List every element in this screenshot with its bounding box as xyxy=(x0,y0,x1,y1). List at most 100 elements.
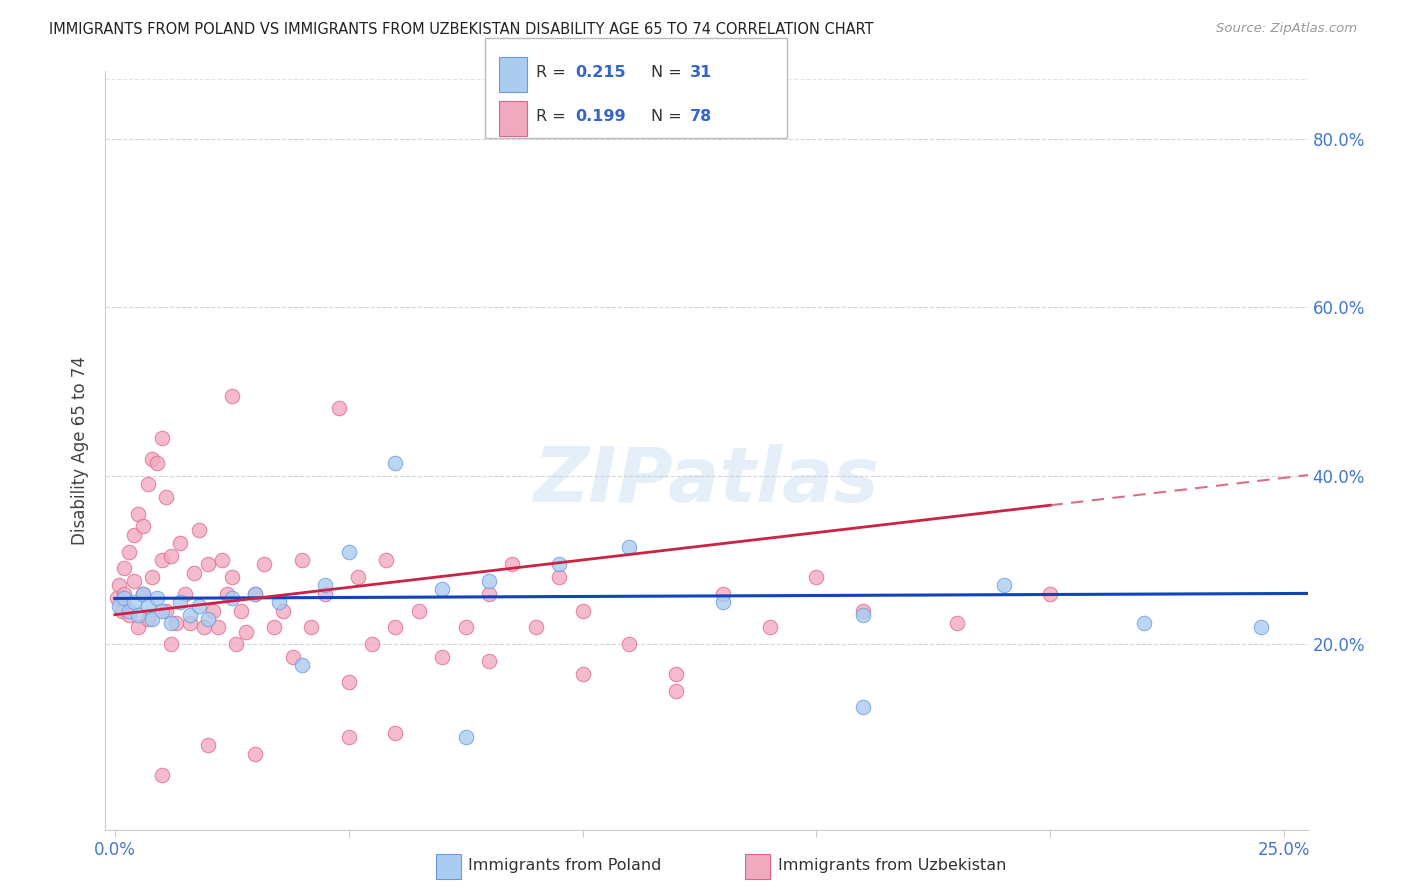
Point xyxy=(1039,587,1062,601)
Point xyxy=(169,536,191,550)
Point xyxy=(150,553,173,567)
Point xyxy=(281,649,304,664)
Point xyxy=(291,658,314,673)
Point xyxy=(478,587,501,601)
Point xyxy=(361,637,384,651)
Text: 78: 78 xyxy=(690,109,713,124)
Point xyxy=(408,603,430,617)
Point xyxy=(111,603,134,617)
Point xyxy=(193,620,215,634)
Point xyxy=(150,431,173,445)
Point xyxy=(235,624,257,639)
Point xyxy=(160,549,183,563)
Point xyxy=(619,637,641,651)
Point xyxy=(432,582,454,597)
Point xyxy=(852,700,875,714)
Point xyxy=(347,570,370,584)
Point xyxy=(478,654,501,668)
Point xyxy=(132,587,155,601)
Point xyxy=(221,570,243,584)
Point xyxy=(263,620,285,634)
Point xyxy=(112,591,135,605)
Point xyxy=(150,768,173,782)
Point xyxy=(108,599,131,614)
Point xyxy=(221,591,243,605)
Point xyxy=(132,519,155,533)
Point xyxy=(105,591,128,605)
Point xyxy=(665,683,688,698)
Point xyxy=(136,477,159,491)
Point xyxy=(271,603,294,617)
Point xyxy=(337,730,360,744)
Point xyxy=(215,587,238,601)
Point xyxy=(758,620,780,634)
Point xyxy=(155,603,177,617)
Point xyxy=(127,620,149,634)
Point xyxy=(118,607,141,622)
Point xyxy=(454,730,477,744)
Point xyxy=(432,649,454,664)
Point xyxy=(141,570,163,584)
Point xyxy=(150,603,173,617)
Text: 0.215: 0.215 xyxy=(575,65,626,80)
Point xyxy=(221,389,243,403)
Point xyxy=(337,675,360,690)
Point xyxy=(299,620,322,634)
Y-axis label: Disability Age 65 to 74: Disability Age 65 to 74 xyxy=(72,356,90,545)
Point xyxy=(337,544,360,558)
Point xyxy=(225,637,247,651)
Point xyxy=(169,595,191,609)
Text: Immigrants from Uzbekistan: Immigrants from Uzbekistan xyxy=(778,858,1005,872)
Point xyxy=(571,603,593,617)
Point xyxy=(141,451,163,466)
Text: R =: R = xyxy=(536,65,571,80)
Point xyxy=(665,666,688,681)
Point xyxy=(229,603,252,617)
Point xyxy=(993,578,1015,592)
Point xyxy=(132,587,155,601)
Point xyxy=(127,607,149,622)
Point xyxy=(375,553,398,567)
Point xyxy=(945,616,967,631)
Point xyxy=(711,595,734,609)
Point xyxy=(243,587,266,601)
Point xyxy=(267,595,290,609)
Point xyxy=(174,587,197,601)
Point xyxy=(253,557,276,572)
Point xyxy=(384,620,406,634)
Point xyxy=(501,557,523,572)
Point xyxy=(136,612,159,626)
Point xyxy=(197,557,219,572)
Point xyxy=(183,566,205,580)
Text: R =: R = xyxy=(536,109,571,124)
Point xyxy=(243,747,266,761)
Text: N =: N = xyxy=(651,65,688,80)
Point xyxy=(711,587,734,601)
Point xyxy=(146,456,169,470)
Point xyxy=(112,587,135,601)
Text: 0.199: 0.199 xyxy=(575,109,626,124)
Point xyxy=(188,524,211,538)
Point xyxy=(197,612,219,626)
Point xyxy=(1250,620,1272,634)
Point xyxy=(524,620,547,634)
Point xyxy=(478,574,501,588)
Point xyxy=(160,616,183,631)
Point xyxy=(207,620,229,634)
Point xyxy=(188,599,211,614)
Point xyxy=(852,607,875,622)
Text: Source: ZipAtlas.com: Source: ZipAtlas.com xyxy=(1216,22,1357,36)
Point xyxy=(160,637,183,651)
Point xyxy=(384,456,406,470)
Point xyxy=(328,401,350,416)
Point xyxy=(165,616,187,631)
Point xyxy=(202,603,225,617)
Point xyxy=(619,541,641,555)
Point xyxy=(548,570,571,584)
Point xyxy=(112,561,135,575)
Point xyxy=(179,616,201,631)
Point xyxy=(108,578,131,592)
Point xyxy=(179,607,201,622)
Point xyxy=(548,557,571,572)
Point xyxy=(1133,616,1156,631)
